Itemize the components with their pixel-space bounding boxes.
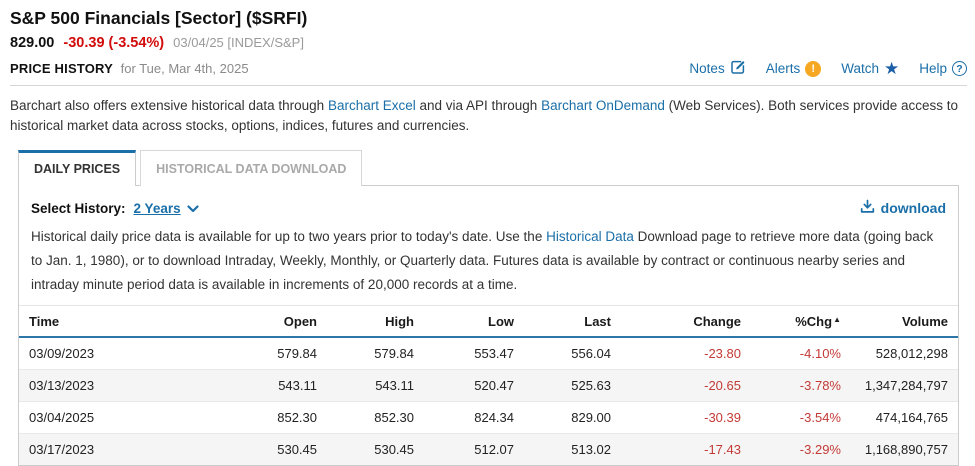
cell-time: 03/04/2025 <box>29 410 95 425</box>
cell-high: 852.30 <box>374 410 414 425</box>
chevron-down-icon <box>187 201 199 216</box>
cell-open: 530.45 <box>277 442 317 457</box>
watch-button[interactable]: Watch ★ <box>841 60 899 77</box>
panel-description: Historical daily price data is available… <box>19 225 958 297</box>
cell-low: 520.47 <box>474 378 514 393</box>
cell-pct_chg: -3.29% <box>799 442 841 457</box>
column-header-volume[interactable]: Volume <box>851 305 958 338</box>
column-header-change[interactable]: Change <box>621 305 751 338</box>
sort-ascending-icon: ▲ <box>833 315 841 324</box>
cell-time: 03/17/2023 <box>29 442 95 457</box>
column-header-open[interactable]: Open <box>231 305 327 338</box>
intro-text: Barchart also offers extensive historica… <box>10 98 328 113</box>
cell-time: 03/13/2023 <box>29 378 95 393</box>
download-icon <box>860 199 875 217</box>
cell-open: 579.84 <box>277 346 317 361</box>
cell-open: 852.30 <box>277 410 317 425</box>
table-row: 03/17/2023 530.45 530.45 512.07 513.02 -17.43… <box>19 433 958 465</box>
cell-last: 829.00 <box>571 410 611 425</box>
cell-open: 543.11 <box>278 378 317 393</box>
cell-pct_chg: -3.78% <box>799 378 841 393</box>
cell-last: 556.04 <box>571 346 611 361</box>
cell-change: -23.80 <box>704 346 741 361</box>
cell-low: 553.47 <box>474 346 514 361</box>
download-label: download <box>880 200 946 216</box>
column-header-chg[interactable]: %Chg▲ <box>751 305 851 338</box>
tab-historical-data-download[interactable]: HISTORICAL DATA DOWNLOAD <box>140 150 363 186</box>
price-history-table: Time Open High Low Last Change %Chg▲ Volume 03/… <box>19 305 958 465</box>
cell-time: 03/09/2023 <box>29 346 95 361</box>
column-header-low[interactable]: Low <box>424 305 524 338</box>
cell-last: 513.02 <box>571 442 611 457</box>
barchart-ondemand-link[interactable]: Barchart OnDemand <box>541 98 665 113</box>
help-label: Help <box>919 61 947 76</box>
table-row: 03/13/2023 543.11 543.11 520.47 525.63 -20.65… <box>19 369 958 402</box>
cell-volume: 474,164,765 <box>875 410 948 425</box>
cell-pct_chg: -4.10% <box>799 346 841 361</box>
notes-button[interactable]: Notes <box>689 59 745 78</box>
cell-low: 824.34 <box>474 410 514 425</box>
quote-meta: 03/04/25 [INDEX/S&P] <box>173 35 304 50</box>
alerts-button[interactable]: Alerts ! <box>765 60 822 77</box>
historical-data-link[interactable]: Historical Data <box>546 229 634 244</box>
column-header-high[interactable]: High <box>327 305 424 338</box>
intro-text: (Web Services). Both services provide ac… <box>10 98 959 133</box>
table-row: 03/04/2025 852.30 852.30 824.34 829.00 -30.39… <box>19 401 958 434</box>
column-header-time[interactable]: Time <box>19 305 231 338</box>
table-header-row: Time Open High Low Last Change %Chg▲ Volume <box>19 305 958 338</box>
cell-volume: 528,012,298 <box>875 346 948 361</box>
section-date: for Tue, Mar 4th, 2025 <box>120 61 249 76</box>
cell-last: 525.63 <box>571 378 611 393</box>
intro-text: and via API through <box>415 98 542 113</box>
section-row: PRICE HISTORY for Tue, Mar 4th, 2025 Not… <box>10 59 967 78</box>
tab-bar: DAILY PRICES HISTORICAL DATA DOWNLOAD <box>18 150 959 186</box>
select-history-label: Select History: <box>31 200 126 216</box>
section-title: PRICE HISTORY <box>10 61 114 76</box>
tab-daily-prices[interactable]: DAILY PRICES <box>18 150 137 186</box>
last-price: 829.00 <box>10 35 55 51</box>
watchlist-star-icon: ★ <box>883 59 900 78</box>
cell-volume: 1,347,284,797 <box>864 378 948 393</box>
watch-label: Watch <box>841 61 879 76</box>
cell-high: 579.84 <box>374 346 414 361</box>
header-divider <box>10 85 967 86</box>
desc-text: Download page to retrieve more data (goi… <box>31 229 934 292</box>
cell-high: 543.11 <box>375 378 414 393</box>
panel-toolbar: Select History: 2 Years download <box>19 186 958 221</box>
cell-change: -17.43 <box>704 442 741 457</box>
price-change: -30.39 (-3.54%) <box>63 35 165 51</box>
history-range-value: 2 Years <box>133 200 181 216</box>
table-row: 03/09/2023 579.84 579.84 553.47 556.04 -23.80… <box>19 337 958 370</box>
cell-pct_chg: -3.54% <box>799 410 841 425</box>
help-button[interactable]: Help ? <box>919 61 967 76</box>
alert-bell-icon: ! <box>805 60 822 77</box>
download-button[interactable]: download <box>860 199 946 217</box>
page-title: S&P 500 Financials [Sector] ($SRFI) <box>10 8 308 28</box>
intro-paragraph: Barchart also offers extensive historica… <box>10 96 967 136</box>
barchart-excel-link[interactable]: Barchart Excel <box>327 98 416 113</box>
cell-volume: 1,168,890,757 <box>864 442 948 457</box>
alerts-label: Alerts <box>765 61 801 76</box>
quote-line: 829.00 -30.39 (-3.54%) 03/04/25 [INDEX/S… <box>10 35 967 51</box>
cell-high: 530.45 <box>374 442 414 457</box>
daily-prices-panel: Select History: 2 Years download <box>18 185 959 466</box>
cell-change: -20.65 <box>704 378 741 393</box>
cell-change: -30.39 <box>704 410 741 425</box>
notes-label: Notes <box>689 61 725 76</box>
column-header-last[interactable]: Last <box>524 305 621 338</box>
cell-low: 512.07 <box>474 442 514 457</box>
help-icon: ? <box>952 61 967 76</box>
edit-note-icon <box>730 59 746 78</box>
history-range-dropdown[interactable]: 2 Years <box>134 201 199 216</box>
header-actions: Notes Alerts ! Watch ★ Help ? <box>689 59 967 78</box>
desc-text: Historical daily price data is available… <box>31 229 547 244</box>
